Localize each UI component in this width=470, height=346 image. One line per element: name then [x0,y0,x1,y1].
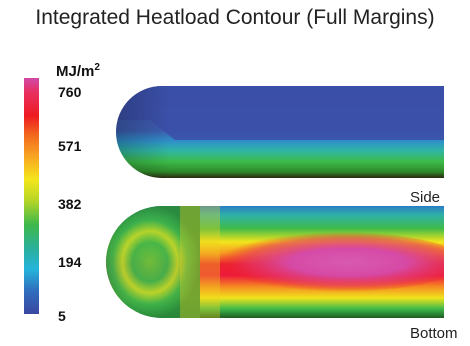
colorbar-unit-exponent: 2 [94,62,100,73]
colorbar-tick-5: 5 [58,308,66,324]
figure-title: Integrated Heatload Contour (Full Margin… [35,6,435,29]
colorbar-tick-194: 194 [58,254,82,270]
colorbar-unit-label: MJ/m2 [56,62,100,80]
colorbar-tick-571: 571 [58,138,82,154]
colorbar-unit-base: MJ/m [56,63,95,80]
colorbar-tick-382: 382 [58,196,82,212]
colorbar-tick-760: 760 [58,84,82,100]
colorbar-legend [24,78,39,314]
side-view-label: Side [410,189,441,206]
bottom-view-label: Bottom [410,325,458,342]
side-view-contour [116,86,444,178]
bottom-view-contour [106,206,444,318]
